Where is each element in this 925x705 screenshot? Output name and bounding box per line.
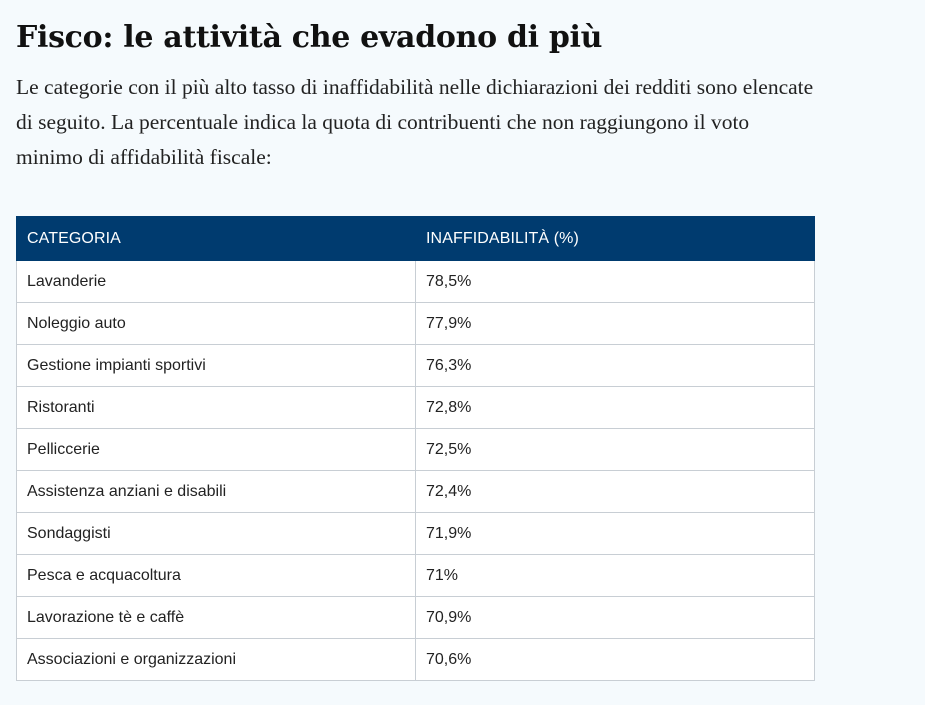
table-row: Pesca e acquacoltura 71% bbox=[16, 554, 815, 597]
table-row: Gestione impianti sportivi 76,3% bbox=[16, 344, 815, 387]
cell-categoria: Assistenza anziani e disabili bbox=[16, 470, 416, 513]
cell-categoria: Pesca e acquacoltura bbox=[16, 554, 416, 597]
cell-valore: 70,6% bbox=[415, 638, 815, 681]
cell-categoria: Ristoranti bbox=[16, 386, 416, 429]
table-row: Assistenza anziani e disabili 72,4% bbox=[16, 470, 815, 513]
cell-valore: 76,3% bbox=[415, 344, 815, 387]
table-row: Ristoranti 72,8% bbox=[16, 386, 815, 429]
article-intro: Le categorie con il più alto tasso di in… bbox=[16, 75, 814, 169]
cell-valore: 71,9% bbox=[415, 512, 815, 555]
column-header-inaffidabilita: INAFFIDABILITÀ (%) bbox=[415, 216, 815, 261]
cell-categoria: Lavorazione tè e caffè bbox=[16, 596, 416, 639]
table-row: Associazioni e organizzazioni 70,6% bbox=[16, 638, 815, 681]
cell-categoria: Sondaggisti bbox=[16, 512, 416, 555]
cell-valore: 78,5% bbox=[415, 260, 815, 303]
cell-categoria: Lavanderie bbox=[16, 260, 416, 303]
cell-valore: 77,9% bbox=[415, 302, 815, 345]
column-header-categoria: CATEGORIA bbox=[16, 216, 416, 261]
evasion-table: CATEGORIA INAFFIDABILITÀ (%) Lavanderie … bbox=[16, 216, 815, 681]
table-header-row: CATEGORIA INAFFIDABILITÀ (%) bbox=[16, 216, 815, 261]
table-row: Sondaggisti 71,9% bbox=[16, 512, 815, 555]
table-row: Noleggio auto 77,9% bbox=[16, 302, 815, 345]
cell-valore: 71% bbox=[415, 554, 815, 597]
cell-valore: 70,9% bbox=[415, 596, 815, 639]
table-row: Lavorazione tè e caffè 70,9% bbox=[16, 596, 815, 639]
cell-valore: 72,5% bbox=[415, 428, 815, 471]
article-title: Fisco: le attività che evadono di più bbox=[16, 20, 603, 55]
cell-categoria: Noleggio auto bbox=[16, 302, 416, 345]
table-row: Lavanderie 78,5% bbox=[16, 260, 815, 303]
cell-categoria: Pelliccerie bbox=[16, 428, 416, 471]
table-row: Pelliccerie 72,5% bbox=[16, 428, 815, 471]
cell-valore: 72,8% bbox=[415, 386, 815, 429]
article: Fisco: le attività che evadono di più Le… bbox=[16, 0, 916, 681]
cell-categoria: Gestione impianti sportivi bbox=[16, 344, 416, 387]
cell-categoria: Associazioni e organizzazioni bbox=[16, 638, 416, 681]
cell-valore: 72,4% bbox=[415, 470, 815, 513]
